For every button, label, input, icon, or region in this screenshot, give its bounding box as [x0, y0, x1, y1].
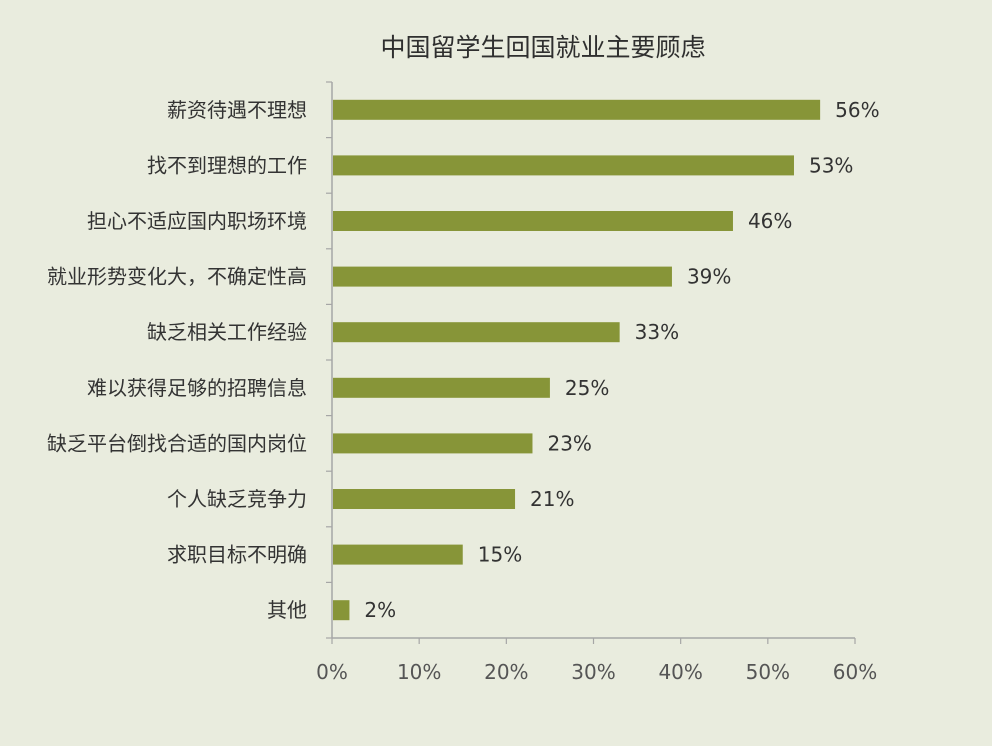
category-label: 担心不适应国内职场环境 [87, 209, 307, 233]
data-label: 46% [748, 209, 792, 233]
category-label: 缺乏平台倒找合适的国内岗位 [47, 431, 307, 455]
bar [333, 600, 350, 621]
plot-area: 0% 10% 20% 30% 40% 50% 60% 薪资待遇不理想 56% 找不到理想的工作 53… [47, 81, 880, 684]
data-label: 39% [687, 265, 731, 289]
x-tick-label: 30% [571, 660, 615, 684]
category-label: 求职目标不明确 [167, 543, 307, 567]
bar [333, 155, 794, 176]
bar [333, 99, 821, 120]
data-label: 56% [835, 98, 879, 122]
chart-title: 中国留学生回国就业主要顾虑 [380, 33, 705, 62]
bar [333, 544, 463, 565]
data-label: 2% [364, 598, 396, 622]
bar [333, 322, 620, 343]
data-label: 21% [530, 487, 574, 511]
bar [333, 266, 672, 287]
data-label: 25% [565, 376, 609, 400]
data-label: 23% [547, 431, 591, 455]
category-label: 个人缺乏竞争力 [167, 487, 307, 511]
category-label: 其他 [267, 598, 307, 622]
bar [333, 489, 516, 509]
bar [333, 433, 533, 454]
x-tick-label: 60% [833, 660, 877, 684]
data-label: 53% [809, 153, 853, 177]
category-label: 就业形势变化大，不确定性高 [47, 265, 307, 289]
x-tick-label: 20% [484, 660, 528, 684]
x-tick-label: 50% [746, 660, 790, 684]
data-label: 15% [478, 543, 522, 567]
x-tick-label: 0% [316, 660, 348, 684]
category-label: 缺乏相关工作经验 [147, 320, 307, 344]
bar [333, 377, 550, 398]
bar [333, 211, 733, 231]
category-label: 难以获得足够的招聘信息 [87, 376, 307, 400]
data-label: 33% [635, 320, 679, 344]
x-tick-label: 10% [397, 660, 441, 684]
category-label: 薪资待遇不理想 [167, 98, 307, 122]
x-tick-label: 40% [658, 660, 702, 684]
category-label: 找不到理想的工作 [147, 153, 307, 177]
